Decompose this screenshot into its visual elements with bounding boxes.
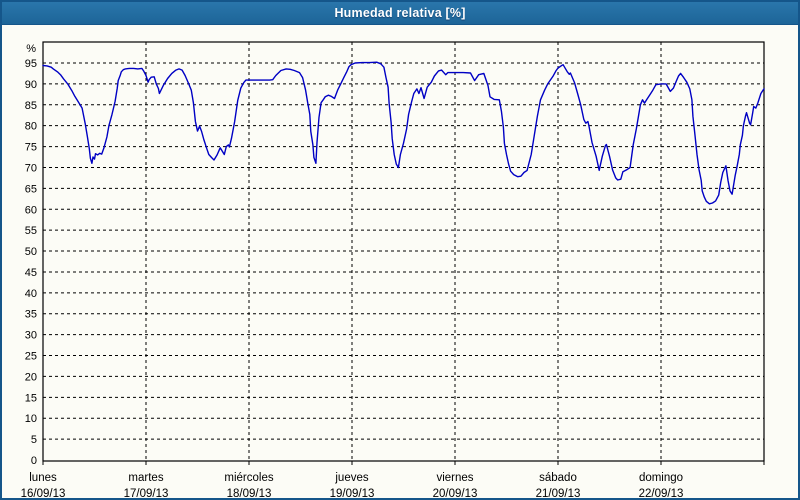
- x-axis-day-date: 22/09/13: [639, 488, 684, 500]
- y-tick-label: 40: [25, 288, 37, 300]
- y-tick-label: 35: [25, 309, 37, 321]
- y-tick-label: 65: [25, 183, 37, 195]
- y-tick-label: 70: [25, 162, 37, 174]
- x-axis-day-date: 17/09/13: [124, 488, 169, 500]
- y-tick-label: 45: [25, 267, 37, 279]
- y-axis-unit-label: %: [26, 43, 36, 55]
- y-tick-label: 0: [31, 455, 37, 467]
- y-tick-label: 50: [25, 246, 37, 258]
- x-axis-day-name: jueves: [334, 472, 368, 484]
- x-axis-day-name: martes: [128, 472, 163, 484]
- y-tick-label: 60: [25, 204, 37, 216]
- x-axis-day-date: 20/09/13: [433, 488, 478, 500]
- x-axis-day-date: 21/09/13: [536, 488, 581, 500]
- y-tick-label: 55: [25, 225, 37, 237]
- y-tick-label: 30: [25, 330, 37, 342]
- humidity-series-line: [42, 61, 765, 205]
- y-tick-label: 90: [25, 79, 37, 91]
- x-axis-day-name: miércoles: [224, 472, 273, 484]
- x-axis-day-name: lunes: [29, 472, 57, 484]
- x-axis-day-date: 19/09/13: [330, 488, 375, 500]
- x-axis-day-name: sábado: [539, 472, 577, 484]
- y-tick-label: 10: [25, 413, 37, 425]
- y-tick-label: 25: [25, 351, 37, 363]
- y-tick-label: 20: [25, 371, 37, 383]
- y-tick-label: 15: [25, 392, 37, 404]
- window-titlebar: Humedad relativa [%]: [2, 2, 798, 25]
- y-tick-label: 5: [31, 434, 37, 446]
- x-axis-day-name: domingo: [639, 472, 683, 484]
- x-axis-day-name: viernes: [436, 472, 473, 484]
- y-tick-label: 95: [25, 58, 37, 70]
- window-title: Humedad relativa [%]: [334, 6, 466, 20]
- y-tick-label: 85: [25, 100, 37, 112]
- x-axis-day-date: 16/09/13: [21, 488, 66, 500]
- plot-frame: [42, 41, 765, 462]
- x-axis-day-date: 18/09/13: [227, 488, 272, 500]
- y-tick-label: 80: [25, 121, 37, 133]
- y-tick-label: 75: [25, 142, 37, 154]
